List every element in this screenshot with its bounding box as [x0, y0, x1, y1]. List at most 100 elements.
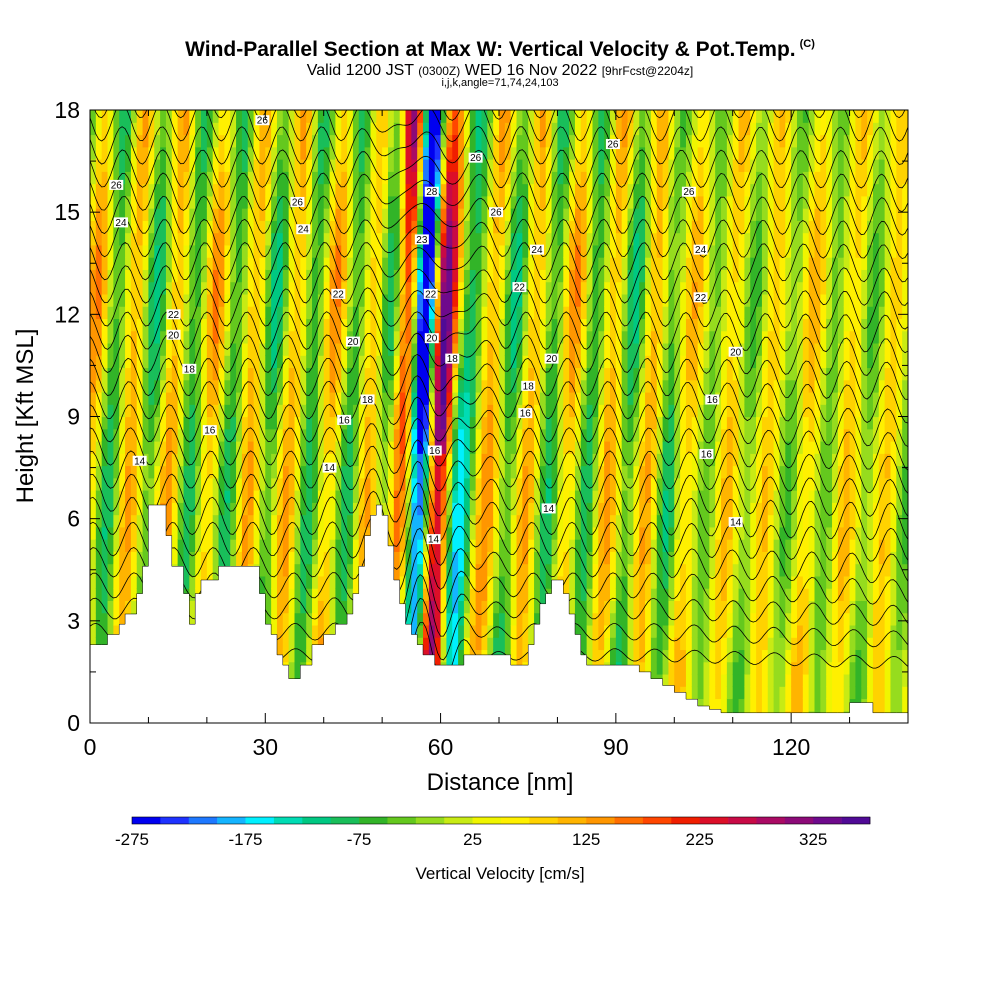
field-cell [294, 649, 301, 663]
field-cell [364, 293, 372, 307]
field-cell [528, 122, 535, 136]
field-cell [656, 355, 664, 369]
field-cell [288, 600, 296, 614]
field-cell [282, 441, 290, 454]
field-cell [183, 208, 190, 221]
field-cell [230, 195, 237, 209]
field-cell [95, 391, 103, 405]
field-cell [639, 391, 646, 405]
field-cell [119, 379, 126, 393]
field-cell [528, 477, 535, 491]
field-cell [259, 146, 266, 160]
field-cell [288, 404, 296, 418]
field-cell [241, 269, 249, 283]
field-cell [148, 490, 155, 503]
field-cell [154, 465, 161, 479]
field-cell [633, 257, 640, 270]
field-cell [569, 404, 576, 418]
field-cell [341, 379, 348, 393]
valid-date: WED 16 Nov 2022 [464, 62, 598, 79]
field-cell [627, 477, 634, 491]
field-cell [487, 637, 494, 651]
field-cell [522, 342, 529, 356]
field-cell [347, 551, 354, 565]
field-cell [545, 367, 553, 381]
field-cell [276, 134, 284, 148]
field-cell [639, 318, 646, 332]
field-cell [201, 342, 208, 356]
field-cell [95, 441, 103, 454]
field-cell [650, 502, 658, 516]
field-cell [329, 453, 336, 467]
field-cell [469, 612, 477, 626]
field-cell [119, 110, 126, 123]
field-cell [557, 379, 564, 393]
field-cell [189, 391, 196, 405]
field-cell [160, 404, 167, 418]
field-cell [206, 526, 214, 540]
field-cell [633, 600, 640, 614]
field-cell [294, 244, 301, 258]
field-cell [633, 355, 640, 369]
field-cell [335, 428, 342, 442]
field-cell [516, 244, 523, 258]
field-cell [633, 342, 640, 356]
field-cell [306, 232, 313, 246]
field-cell [171, 122, 179, 136]
field-cell [265, 342, 272, 356]
field-cell [142, 526, 150, 540]
field-cell [177, 281, 185, 295]
field-cell [288, 159, 296, 172]
field-cell [265, 306, 272, 320]
field-cell [650, 379, 658, 393]
field-cell [528, 441, 535, 454]
field-cell [639, 367, 646, 381]
field-cell [633, 416, 640, 430]
field-cell [347, 428, 354, 442]
field-cell [294, 453, 301, 467]
field-cell [411, 416, 418, 430]
field-cell [586, 526, 594, 540]
field-cell [539, 232, 547, 246]
field-cell [393, 502, 401, 516]
field-cell [586, 575, 594, 589]
field-cell [329, 612, 336, 626]
field-cell [370, 293, 377, 307]
field-cell [458, 293, 465, 307]
field-cell [160, 195, 167, 209]
field-cell [160, 208, 167, 221]
field-cell [253, 318, 261, 332]
field-cell [107, 244, 114, 258]
field-cell [580, 490, 588, 503]
field-cell [101, 318, 109, 332]
field-cell [382, 416, 389, 430]
field-cell [627, 367, 634, 381]
field-cell [446, 391, 453, 405]
field-cell [101, 453, 109, 467]
field-cell [440, 208, 448, 221]
field-cell [177, 195, 185, 209]
field-cell [212, 465, 220, 479]
field-cell [586, 539, 594, 552]
field-cell [574, 318, 582, 332]
field-cell [639, 453, 646, 467]
field-cell [370, 269, 377, 283]
field-cell [610, 355, 617, 369]
field-cell [545, 391, 553, 405]
field-cell [452, 195, 459, 209]
field-cell [516, 134, 523, 148]
field-cell [189, 502, 196, 516]
field-cell [195, 539, 202, 552]
field-cell [142, 146, 150, 160]
field-cell [393, 477, 401, 491]
field-cell [201, 244, 208, 258]
field-cell [557, 195, 564, 209]
field-cell [551, 465, 559, 479]
field-cell [399, 441, 407, 454]
field-cell [417, 624, 424, 638]
field-cell [189, 612, 196, 626]
field-cell [306, 490, 313, 503]
field-cell [639, 195, 646, 209]
field-cell [551, 367, 559, 381]
field-cell [294, 404, 301, 418]
